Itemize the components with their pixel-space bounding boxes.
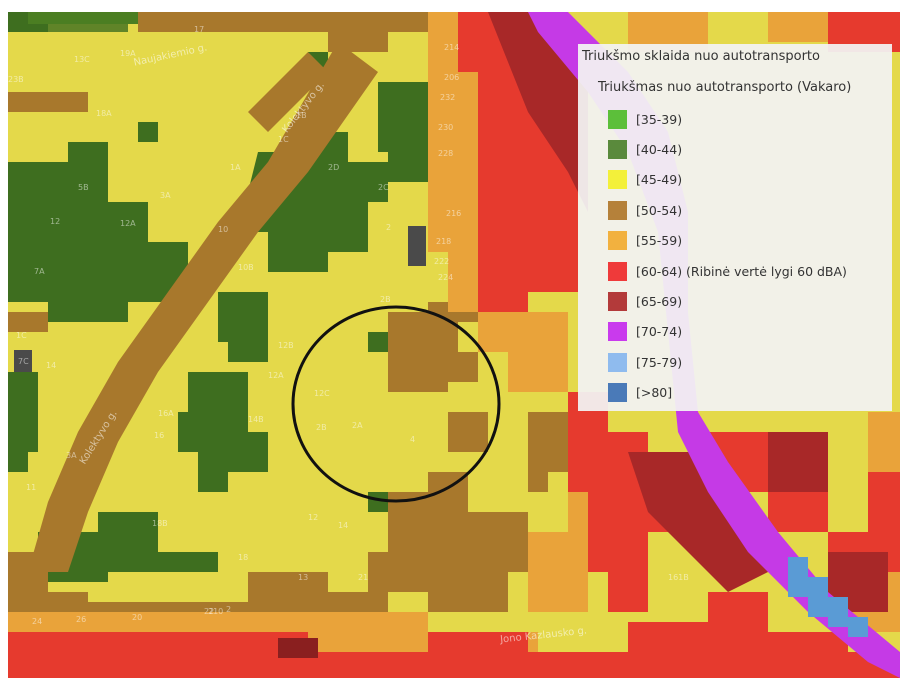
house-number: 232 <box>440 93 455 102</box>
legend-item: [55-59) <box>608 226 847 256</box>
legend-label: [45-49) <box>636 172 683 188</box>
house-number: 210 <box>208 607 223 616</box>
house-number: 12 <box>308 513 318 522</box>
house-number: 13C <box>74 55 90 64</box>
legend-swatch <box>608 170 627 190</box>
house-number: 3A <box>66 451 77 460</box>
legend-swatch <box>608 261 627 281</box>
legend-item: [65-69) <box>608 286 847 316</box>
house-number: 2C <box>378 183 389 192</box>
legend-swatch <box>608 322 627 342</box>
house-number: 20 <box>132 613 142 622</box>
house-number: 4 <box>410 435 415 444</box>
map-legend: Triukšmo sklaida nuo autotransporto Triu… <box>578 44 892 411</box>
legend-swatch <box>608 352 627 372</box>
house-number: 22 <box>204 607 214 616</box>
legend-swatch <box>608 200 627 220</box>
legend-item: [75-79) <box>608 347 847 377</box>
legend-item: [>80] <box>608 378 847 408</box>
legend-item: [70-74) <box>608 317 847 347</box>
legend-swatch <box>608 292 627 312</box>
house-number: 18B <box>152 519 168 528</box>
house-number: 206 <box>444 73 459 82</box>
house-number: 19A <box>120 49 136 58</box>
house-number: 161B <box>668 573 689 582</box>
house-number: 224 <box>438 273 453 282</box>
house-number: 2B <box>380 295 391 304</box>
house-number: 16A <box>158 409 174 418</box>
house-number: 10B <box>238 263 254 272</box>
legend-swatch <box>608 109 627 129</box>
house-number: 228 <box>438 149 453 158</box>
legend-swatch <box>608 383 627 403</box>
house-number: 230 <box>438 123 453 132</box>
legend-items: [35-39) [40-44) [45-49) [50-54) [55-59) [60-6… <box>608 104 847 408</box>
house-number: 218 <box>436 237 451 246</box>
house-number: 23B <box>8 75 24 84</box>
house-number: 3A <box>160 191 171 200</box>
house-number: 18 <box>238 553 248 562</box>
house-number: 2D <box>328 163 339 172</box>
house-number: 11 <box>26 483 36 492</box>
house-number: 2 <box>226 605 231 614</box>
legend-label: [65-69) <box>636 294 683 310</box>
legend-label: [>80] <box>636 385 673 401</box>
legend-label: [70-74) <box>636 324 683 340</box>
legend-item: [35-39) <box>608 104 847 134</box>
house-number: 1C <box>16 331 27 340</box>
legend-item: [40-44) <box>608 134 847 164</box>
house-number: 26 <box>76 615 86 624</box>
house-number: 2A <box>352 421 363 430</box>
legend-title: Triukšmo sklaida nuo autotransporto <box>582 49 820 64</box>
house-number: 1A <box>230 163 241 172</box>
house-number: 10 <box>218 225 228 234</box>
house-number: 16 <box>154 431 164 440</box>
house-number: 214 <box>444 43 459 52</box>
house-number: 12 <box>50 217 60 226</box>
house-number: 7C <box>18 357 29 366</box>
legend-label: [50-54) <box>636 202 683 218</box>
legend-label: [60-64) (Ribinė vertė lygi 60 dBA) <box>636 263 847 279</box>
highlight-circle <box>291 305 501 503</box>
house-number: 17 <box>194 25 204 34</box>
house-number: 12C <box>314 389 330 398</box>
house-number: 21 <box>358 573 368 582</box>
legend-label: [40-44) <box>636 142 683 158</box>
house-number: 1B <box>296 111 307 120</box>
house-number: 222 <box>434 257 449 266</box>
house-number: 12A <box>120 219 136 228</box>
house-number: 14 <box>338 521 348 530</box>
legend-swatch <box>608 231 627 251</box>
house-number: 1C <box>278 135 289 144</box>
legend-label: [35-39) <box>636 111 683 127</box>
legend-label: [75-79) <box>636 354 683 370</box>
legend-item: [50-54) <box>608 195 847 225</box>
house-number: 18A <box>96 109 112 118</box>
legend-layer-title: Triukšmas nuo autotransporto (Vakaro) <box>598 80 852 95</box>
house-number: 7A <box>34 267 45 276</box>
house-number: 216 <box>446 209 461 218</box>
house-number: 12A <box>268 371 284 380</box>
house-number: 13 <box>298 573 308 582</box>
legend-swatch <box>608 140 627 160</box>
legend-label: [55-59) <box>636 233 683 249</box>
house-number: 2 <box>386 223 391 232</box>
legend-item: [60-64) (Ribinė vertė lygi 60 dBA) <box>608 256 847 286</box>
legend-item: [45-49) <box>608 165 847 195</box>
house-number: 12B <box>278 341 294 350</box>
house-number: 5B <box>78 183 89 192</box>
house-number: 2B <box>316 423 327 432</box>
house-number: 14 <box>46 361 56 370</box>
house-number: 14B <box>248 415 264 424</box>
house-number: 24 <box>32 617 42 626</box>
